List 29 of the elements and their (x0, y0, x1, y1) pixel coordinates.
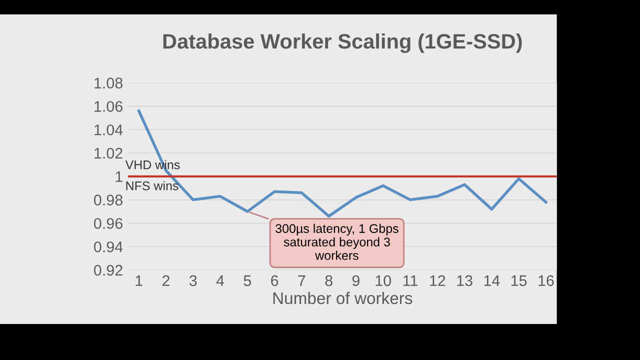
x-tick-label: 1 (136, 275, 142, 286)
chart-title: Database Worker Scaling (1GE-SSD) (163, 33, 522, 53)
x-axis-title: Number of workers (273, 292, 412, 304)
annotation: NFS wins (126, 181, 178, 190)
x-tick-label: 15 (511, 275, 527, 286)
y-tick-label: 1 (116, 171, 122, 182)
y-tick-label: 0.98 (94, 194, 122, 206)
y-tick-label: 1.02 (94, 148, 122, 159)
x-tick-label: 9 (352, 275, 360, 286)
x-tick-label: 5 (244, 275, 252, 286)
y-tick-label: 1.08 (94, 78, 122, 88)
x-tick-label: 11 (403, 275, 418, 286)
y-tick-label: 1.04 (94, 124, 123, 136)
y-tick-label: 0.96 (94, 218, 122, 229)
x-tick-label: 2 (162, 275, 170, 286)
x-tick-label: 8 (325, 275, 332, 286)
x-tick-label: 6 (271, 275, 278, 286)
x-tick-label: 13 (457, 275, 472, 286)
x-tick-label: 14 (484, 275, 500, 286)
x-tick-label: 7 (298, 275, 306, 286)
x-tick-label: 16 (538, 275, 554, 286)
x-tick-label: 10 (376, 275, 392, 286)
y-tick-label: 0.92 (94, 264, 122, 276)
x-tick-label: 4 (216, 275, 224, 286)
annotation: 300µs latency, 1 Gbps saturated beyond 3 workers (276, 224, 398, 260)
y-tick-label: 0.94 (94, 241, 123, 252)
y-tick-label: 1.06 (94, 101, 122, 112)
x-tick-label: 3 (189, 275, 197, 286)
x-tick-label: 12 (430, 275, 446, 286)
